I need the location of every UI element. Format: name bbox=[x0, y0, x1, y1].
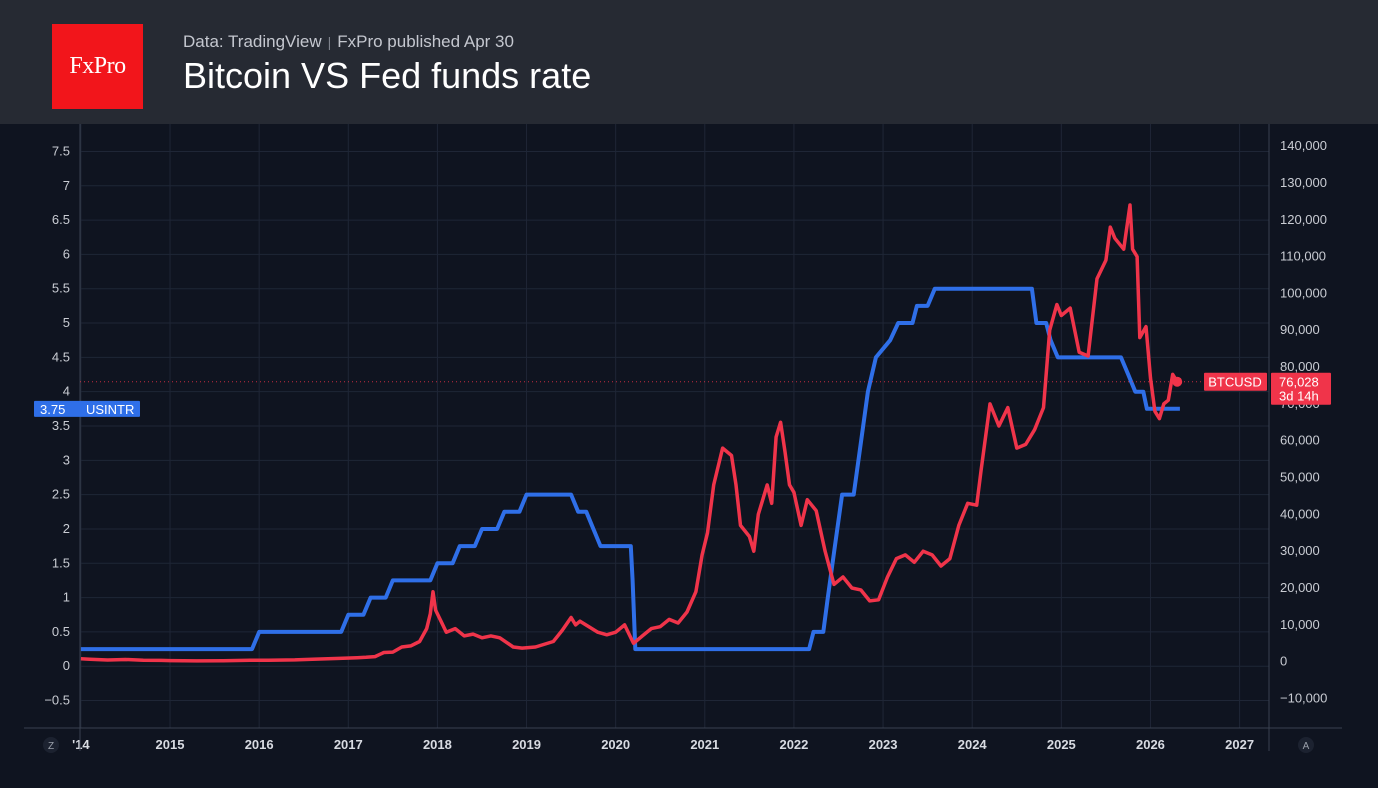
chart-title: Bitcoin VS Fed funds rate bbox=[183, 55, 592, 96]
right-tick-label: 90,000 bbox=[1280, 322, 1320, 337]
corner-label-left: Z bbox=[48, 741, 54, 752]
usintr-line bbox=[80, 286, 1180, 652]
chart-lines bbox=[80, 203, 1204, 663]
published-date: FxPro published Apr 30 bbox=[337, 32, 514, 51]
chart-axes: −0.5 0 0.5 1 1.5 2 2.5 3 3.5 4 4.5 5 5.5 6 6.5 7 7.5 −10,… bbox=[24, 124, 1342, 753]
right-tick-label: 50,000 bbox=[1280, 470, 1320, 485]
x-tick-label: 2017 bbox=[334, 737, 363, 752]
left-tick-label: −0.5 bbox=[44, 693, 70, 708]
btcusd-tag-countdown: 3d 14h bbox=[1279, 389, 1319, 404]
left-tick-label: 7 bbox=[63, 178, 70, 193]
btcusd-tag-value: 76,028 bbox=[1279, 375, 1319, 390]
right-tick-label: 30,000 bbox=[1280, 543, 1320, 558]
right-tick-label: 110,000 bbox=[1280, 249, 1326, 264]
x-tick-label: 2019 bbox=[512, 737, 541, 752]
left-tick-label: 2 bbox=[63, 521, 70, 536]
right-tick-label: 60,000 bbox=[1280, 433, 1320, 448]
chart-header: FxPro Data: TradingView | FxPro published … bbox=[0, 0, 1378, 124]
chart-area[interactable]: −0.5 0 0.5 1 1.5 2 2.5 3 3.5 4 4.5 5 5.5 6 6.5 7 7.5 −10,… bbox=[0, 124, 1378, 788]
x-tick-label: 2024 bbox=[958, 737, 988, 752]
x-tick-label: 2026 bbox=[1136, 737, 1165, 752]
left-tick-label: 6 bbox=[63, 246, 70, 261]
right-tick-label: 20,000 bbox=[1280, 580, 1320, 595]
x-tick-label: 2018 bbox=[423, 737, 452, 752]
left-tick-label: 7.5 bbox=[52, 143, 70, 158]
left-tick-label: 6.5 bbox=[52, 212, 70, 227]
scale-mode-right-icon bbox=[1298, 737, 1314, 753]
right-tick-label: 120,000 bbox=[1280, 212, 1327, 227]
left-tick-label: 3 bbox=[63, 452, 70, 467]
left-tick-label: 5.5 bbox=[52, 281, 70, 296]
x-tick-label: 2016 bbox=[245, 737, 274, 752]
right-tick-label: 140,000 bbox=[1280, 138, 1327, 153]
left-tick-label: 4 bbox=[63, 384, 70, 399]
btcusd-tag-name: BTCUSD bbox=[1208, 375, 1261, 390]
fxpro-logo: FxPro bbox=[52, 24, 143, 109]
chart-grid bbox=[80, 124, 1269, 728]
chart-meta: Data: TradingView | FxPro published Apr 30 bbox=[183, 32, 514, 52]
corner-label-right: A bbox=[1303, 741, 1310, 752]
x-tick-label: 2015 bbox=[156, 737, 185, 752]
usintr-tag-name: USINTR bbox=[86, 402, 134, 417]
x-tick-label: 2027 bbox=[1225, 737, 1254, 752]
btcusd-name-tag bbox=[1204, 372, 1267, 391]
x-tick-label: 2025 bbox=[1047, 737, 1076, 752]
left-tick-label: 3.5 bbox=[52, 418, 70, 433]
meta-separator: | bbox=[327, 34, 332, 50]
x-tick-label: 2021 bbox=[690, 737, 719, 752]
usintr-tag bbox=[34, 400, 140, 417]
right-tick-label: 10,000 bbox=[1280, 617, 1320, 632]
right-tick-label: 40,000 bbox=[1280, 506, 1320, 521]
scale-mode-left-icon bbox=[43, 737, 59, 753]
left-tick-label: 2.5 bbox=[52, 487, 70, 502]
left-tick-label: 0 bbox=[63, 658, 70, 673]
right-tick-label: 130,000 bbox=[1280, 175, 1327, 190]
right-tick-label: 80,000 bbox=[1280, 359, 1320, 374]
btcusd-last-point bbox=[1172, 376, 1183, 387]
data-source: Data: TradingView bbox=[183, 32, 322, 51]
left-tick-label: 1.5 bbox=[52, 555, 70, 570]
left-tick-label: 1 bbox=[63, 590, 70, 605]
x-tick-label: 2022 bbox=[779, 737, 808, 752]
right-tick-label: 0 bbox=[1280, 654, 1287, 669]
usintr-tag-value: 3.75 bbox=[40, 402, 65, 417]
x-tick-label: 2023 bbox=[869, 737, 898, 752]
right-tick-label: 100,000 bbox=[1280, 285, 1327, 300]
x-tick-label: 2020 bbox=[601, 737, 630, 752]
left-tick-label: 5 bbox=[63, 315, 70, 330]
btcusd-line bbox=[80, 203, 1179, 663]
right-tick-label: −10,000 bbox=[1280, 691, 1327, 706]
btcusd-value-tag bbox=[1271, 372, 1331, 405]
left-tick-label: 0.5 bbox=[52, 624, 70, 639]
left-tick-label: 4.5 bbox=[52, 349, 70, 364]
x-tick-label: '14 bbox=[72, 737, 90, 752]
